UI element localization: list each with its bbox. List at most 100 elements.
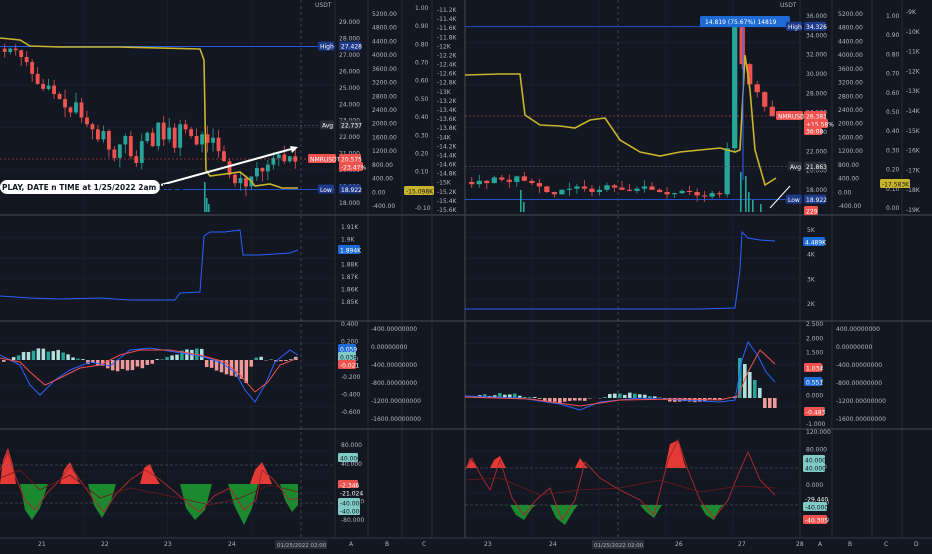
right-yellow-tag: -17.583K <box>882 181 910 188</box>
right-candle <box>484 181 489 183</box>
left-macd-bar <box>22 352 26 360</box>
left-candle <box>107 131 111 150</box>
right-candle <box>522 176 527 180</box>
right-candle <box>492 177 497 183</box>
right-scale-letter: D <box>914 541 919 548</box>
left-macd-tick: -0.400 <box>341 391 361 398</box>
left-ratio-tick: 1.00 <box>415 5 429 12</box>
left-candle <box>63 99 67 107</box>
left-candle <box>244 178 248 186</box>
left-macd-bar <box>116 360 120 371</box>
right-cursor-label: 01/25/2022 02:00 <box>594 543 644 549</box>
left-candle <box>233 175 237 183</box>
left-macd-bar <box>37 348 41 360</box>
right-macd-tick: -1.000 <box>806 421 826 428</box>
left-high-value: 27.428 <box>341 44 362 51</box>
right-volume-tick: 1200.00 <box>838 148 863 155</box>
left-neg-tick: -12.8K <box>437 80 458 87</box>
right-neg-tick: -16K <box>906 148 921 155</box>
left-macd-big-tick: -400.00000000 <box>371 362 417 369</box>
right-neg-tick: -9K <box>906 9 917 16</box>
left-neg-tick: -14.2K <box>437 143 458 150</box>
left-macd-bar <box>259 357 263 360</box>
left-vol-tick: 1.88K <box>341 262 359 269</box>
left-macd-big-tick: -800.00000000 <box>371 380 417 387</box>
left-macd-bar <box>121 360 125 369</box>
left-vol-tick: 1.85K <box>341 299 359 306</box>
left-candle <box>19 50 23 57</box>
left-scale-letter: C <box>422 541 426 548</box>
right-scale-letter: B <box>848 541 852 548</box>
left-price-tick: 22.000 <box>339 134 360 141</box>
right-neg-tick: -15K <box>906 128 921 135</box>
left-ratio-tick: 0.30 <box>415 132 429 139</box>
right-macd-bar <box>608 394 612 398</box>
right-macd-tick: 2.500 <box>806 321 823 328</box>
right-candle <box>567 189 572 190</box>
left-candle <box>74 102 78 112</box>
right-macd-bar <box>773 398 777 408</box>
left-osc-tick: -80.000 <box>341 517 364 524</box>
left-neg-tick: -15.6K <box>437 207 458 214</box>
right-macd-bar <box>578 398 582 401</box>
right-ratio-tick: 0.90 <box>886 32 900 39</box>
left-macd-bar <box>165 357 169 360</box>
right-x-label: 28 <box>796 541 804 548</box>
left-x-label: 22 <box>101 541 109 548</box>
right-volume-bar <box>520 190 522 212</box>
left-candle <box>36 74 40 84</box>
left-cursor-label: 01/25/2022 02:00 <box>277 543 327 549</box>
right-macd-bar <box>558 398 562 403</box>
left-candle <box>217 138 221 151</box>
right-macd-bar <box>603 397 607 398</box>
left-candle <box>162 123 166 140</box>
left-price-tick: 24.000 <box>339 101 360 108</box>
left-macd-bar <box>210 360 214 368</box>
right-candle <box>672 193 677 194</box>
left-candle <box>41 84 45 89</box>
right-macd-bar <box>613 394 617 398</box>
left-candle <box>173 128 177 148</box>
right-macd-bar <box>533 397 537 398</box>
right-candle <box>604 185 609 189</box>
left-candle <box>145 133 149 141</box>
right-volume-bar <box>523 202 525 212</box>
right-macd-big-tick: -1600.00000000 <box>836 416 886 423</box>
right-x-label: 26 <box>675 541 683 548</box>
left-macd-big-tick: -1200.00000000 <box>371 398 421 405</box>
left-candle <box>222 151 226 161</box>
left-neg-tick: -15.2K <box>437 189 458 196</box>
left-ratio-tick: 0.50 <box>415 96 429 103</box>
right-neg-tick: -14K <box>906 108 921 115</box>
left-vol-tick: 1.86K <box>341 287 359 294</box>
left-candle <box>195 136 199 144</box>
left-macd-big-tick: -1600.00000000 <box>371 416 421 423</box>
right-neg-tick: -11K <box>906 49 921 56</box>
left-volume-tick: 1200.00 <box>372 148 397 155</box>
right-macd-v0: 1.034 <box>806 365 823 372</box>
right-volume-tick: 800.00 <box>838 162 859 169</box>
right-candle <box>732 27 737 148</box>
right-low-label: Low <box>788 197 800 204</box>
left-macd-v2: -0.021 <box>340 362 360 369</box>
right-small-tag: 229 <box>806 208 818 215</box>
right-candle <box>679 191 684 193</box>
annotation-text: PLAY, DATE n TIME at 1/25/2022 2am UTC-5 <box>2 183 184 192</box>
left-candle <box>58 94 62 99</box>
left-candle <box>156 123 160 147</box>
left-neg-tick: -15K <box>437 180 452 187</box>
right-candle <box>755 84 760 92</box>
right-neg-tick: -10K <box>906 29 921 36</box>
right-macd-bar <box>758 388 762 398</box>
right-ratio-tick: 0.00 <box>886 205 900 212</box>
left-macd-bar <box>76 359 80 360</box>
right-volume-tick: 3600.00 <box>838 66 863 73</box>
right-volume-bar <box>740 172 742 212</box>
left-volume-tick: 3600.00 <box>372 66 397 73</box>
left-candle <box>123 136 127 144</box>
right-macd-big-tick: -400.00000000 <box>836 362 882 369</box>
right-price-tick: 32.000 <box>806 52 827 59</box>
right-macd-bar <box>663 398 667 399</box>
